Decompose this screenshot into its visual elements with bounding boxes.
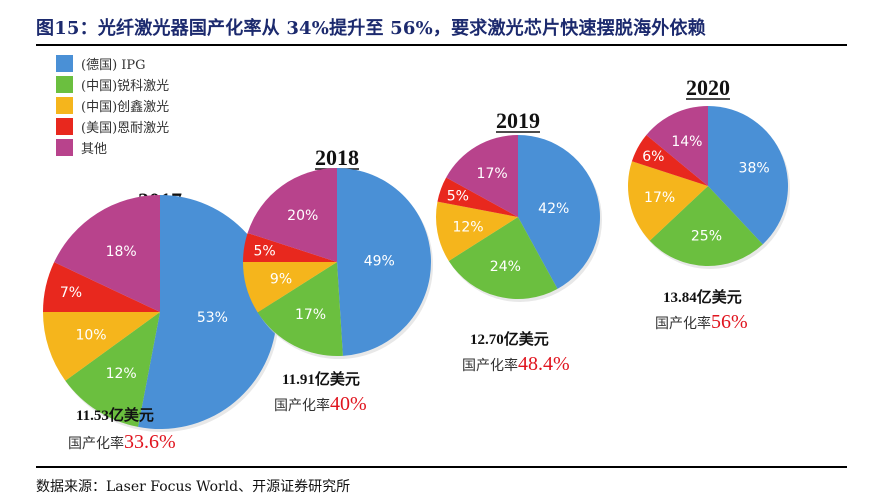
legend-swatch bbox=[56, 97, 73, 114]
slice-label-others: 20% bbox=[287, 208, 318, 224]
market-size: 12.70亿美元 bbox=[470, 330, 549, 348]
localization-rate-value: 40% bbox=[330, 393, 367, 415]
localization-rate-label: 国产化率 bbox=[655, 315, 711, 332]
pie-slice-ipg bbox=[138, 195, 277, 429]
legend-label: (中国)创鑫激光 bbox=[81, 100, 170, 115]
legend-item-others: 其他 bbox=[56, 137, 169, 158]
chart-title: 2019 bbox=[496, 108, 540, 133]
pie-slice-nlight bbox=[631, 135, 708, 186]
slice-label-nlight: 5% bbox=[447, 188, 469, 204]
pie-slice-raycus bbox=[65, 312, 160, 427]
legend-item-max: (中国)创鑫激光 bbox=[56, 95, 169, 116]
localization-rate-label: 国产化率 bbox=[274, 397, 330, 414]
pie-slice-max bbox=[628, 161, 708, 241]
legend-swatch bbox=[56, 55, 73, 72]
slice-label-others: 14% bbox=[671, 134, 702, 150]
localization-rate: 国产化率56% bbox=[655, 311, 748, 333]
pie-slice-ipg bbox=[518, 135, 600, 289]
source-note: 数据来源：Laser Focus World、开源证券研究所 bbox=[36, 479, 351, 495]
localization-rate-value: 48.4% bbox=[518, 353, 570, 375]
pie-slice-nlight bbox=[243, 232, 337, 262]
legend: (德国) IPG (中国)锐科激光 (中国)创鑫激光 (美国)恩耐激光 其他 bbox=[56, 53, 169, 158]
slice-label-ipg: 49% bbox=[364, 254, 395, 270]
legend-swatch bbox=[56, 76, 73, 93]
slice-label-raycus: 12% bbox=[106, 366, 137, 382]
localization-rate-label: 国产化率 bbox=[68, 435, 124, 452]
legend-item-nlight: (美国)恩耐激光 bbox=[56, 116, 169, 137]
slice-label-nlight: 6% bbox=[642, 149, 664, 165]
pie-slice-ipg bbox=[708, 106, 789, 245]
slice-label-raycus: 24% bbox=[490, 259, 521, 275]
pie-slice-max bbox=[436, 201, 518, 261]
market-size: 13.84亿美元 bbox=[663, 288, 742, 306]
source-divider bbox=[36, 466, 847, 468]
pie-slice-max bbox=[243, 262, 337, 313]
slice-label-max: 10% bbox=[75, 327, 106, 343]
pie-slice-others bbox=[446, 135, 518, 217]
chart-title: 2020 bbox=[686, 75, 730, 100]
localization-rate-value: 56% bbox=[711, 311, 748, 333]
pie-slice-raycus bbox=[649, 186, 763, 266]
pie-slice-nlight bbox=[437, 177, 518, 217]
title-divider bbox=[36, 44, 847, 46]
pie-slice-others bbox=[54, 195, 160, 312]
legend-label: (中国)锐科激光 bbox=[81, 79, 170, 94]
slice-label-raycus: 25% bbox=[691, 229, 722, 245]
legend-label: (美国)恩耐激光 bbox=[81, 121, 170, 136]
localization-rate: 国产化率40% bbox=[274, 393, 367, 415]
slice-label-others: 18% bbox=[106, 244, 137, 260]
slice-label-ipg: 53% bbox=[197, 310, 228, 326]
pie-slice-others bbox=[247, 168, 337, 262]
legend-item-raycus: (中国)锐科激光 bbox=[56, 74, 169, 95]
slice-label-nlight: 7% bbox=[60, 285, 82, 301]
localization-rate: 国产化率48.4% bbox=[462, 353, 570, 375]
localization-rate-label: 国产化率 bbox=[462, 357, 518, 374]
slice-label-max: 9% bbox=[270, 271, 292, 287]
market-size: 11.91亿美元 bbox=[282, 370, 360, 388]
slice-label-max: 17% bbox=[644, 190, 675, 206]
slice-label-ipg: 42% bbox=[538, 201, 569, 217]
slice-label-raycus: 17% bbox=[295, 307, 326, 323]
legend-label: 其他 bbox=[81, 142, 108, 157]
chart-title: 2018 bbox=[315, 145, 359, 170]
legend-swatch bbox=[56, 139, 73, 156]
market-size: 11.53亿美元 bbox=[76, 406, 154, 424]
pie-slice-ipg bbox=[337, 168, 431, 356]
pie-slice-raycus bbox=[257, 262, 343, 356]
localization-rate-value: 33.6% bbox=[124, 431, 176, 453]
pie-slice-raycus bbox=[448, 217, 558, 299]
localization-rate: 国产化率33.6% bbox=[68, 431, 176, 453]
legend-item-ipg: (德国) IPG bbox=[56, 53, 169, 74]
pie-slice-others bbox=[646, 106, 708, 186]
slice-label-max: 12% bbox=[452, 220, 483, 236]
slice-label-ipg: 38% bbox=[739, 161, 770, 177]
pie-slice-nlight bbox=[43, 262, 160, 312]
slice-label-nlight: 5% bbox=[253, 244, 275, 260]
legend-label: (德国) IPG bbox=[81, 58, 146, 73]
slice-label-others: 17% bbox=[477, 166, 508, 182]
legend-swatch bbox=[56, 118, 73, 135]
pie-slice-max bbox=[43, 312, 160, 381]
figure-title: 图15：光纤激光器国产化率从 34%提升至 56%，要求激光芯片快速摆脱海外依赖 bbox=[36, 18, 706, 39]
